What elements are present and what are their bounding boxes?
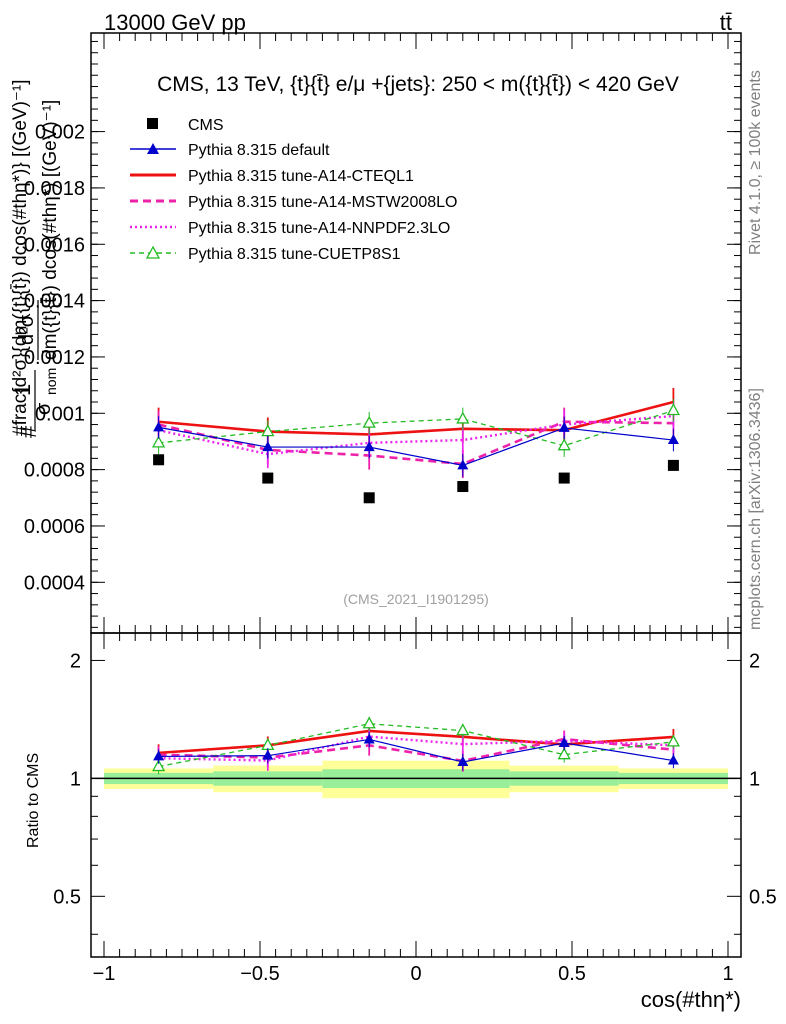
ratio-y-axis-label: Ratio to CMS — [25, 753, 42, 848]
ratio-series-marker — [457, 755, 469, 766]
series-line-0 — [158, 426, 674, 467]
ratio-tick-label: 0.5 — [53, 886, 81, 908]
y-axis-label: # 1 σ nom d²σ dm({t}{t̄}) dcos(#thη*) [(… — [10, 79, 61, 438]
series-line-3 — [158, 414, 674, 456]
series-marker — [456, 411, 470, 424]
cms-data-point — [262, 472, 274, 484]
energy-label: 13000 GeV pp — [104, 10, 246, 35]
chart-title: CMS, 13 TeV, {t}{t̄} e/μ +{jets}: 250 < … — [157, 73, 679, 96]
y-tick-label: 0.001 — [35, 403, 85, 425]
y-label-sigma: σ — [33, 402, 55, 415]
legend: CMS Pythia 8.315 default Pythia 8.315 tu… — [130, 117, 457, 263]
ratio-series-marker — [558, 736, 570, 747]
series-marker — [261, 424, 275, 437]
legend-entry-cms: CMS — [147, 117, 224, 134]
ratio-series-marker — [557, 747, 571, 760]
x-axis-ticks: −1 −0.5 0 0.5 1 — [93, 33, 734, 985]
process-label: tt̄ — [720, 10, 732, 35]
ratio-series-marker — [262, 749, 274, 760]
ratio-series-marker — [362, 716, 376, 729]
cms-data-point — [667, 459, 679, 471]
ratio-series-line-3 — [158, 735, 674, 762]
series-marker — [152, 435, 166, 448]
legend-entry-mstw: Pythia 8.315 tune-A14-MSTW2008LO — [130, 194, 457, 211]
y-label-d2sigma: d²σ — [16, 314, 38, 345]
analysis-watermark: (CMS_2021_I1901295) — [343, 591, 489, 607]
series-line-4 — [158, 409, 674, 447]
x-axis-label: cos(#thη*) — [641, 987, 741, 1012]
series-line-1 — [158, 400, 674, 436]
y-label-overlay: #frac{d²σ}{dm({t}{t̄}) dcos(#thη*)} [(Ge… — [10, 79, 31, 436]
ratio-tick-label-right: 2 — [749, 650, 760, 672]
cms-data-points — [153, 454, 679, 504]
series-marker — [558, 421, 570, 432]
ratio-series-line-1 — [158, 729, 674, 755]
ratio-series-marker — [153, 750, 165, 761]
y-tick-label: 0.0016 — [24, 234, 85, 256]
legend-label-nnpdf: Pythia 8.315 tune-A14-NNPDF2.3LO — [188, 220, 450, 237]
series-marker — [666, 403, 680, 416]
y-tick-label: 0.0012 — [24, 347, 85, 369]
y-tick-label: 0.0018 — [24, 178, 85, 200]
ratio-tick-label-right: 1 — [749, 768, 760, 790]
ratio-tick-label-right: 0.5 — [749, 886, 777, 908]
x-tick-label: 0.5 — [558, 963, 586, 985]
legend-label-default: Pythia 8.315 default — [188, 142, 330, 159]
y-tick-label: 0.0004 — [24, 572, 85, 594]
legend-label-cteql1: Pythia 8.315 tune-A14-CTEQL1 — [188, 168, 414, 185]
legend-entry-nnpdf: Pythia 8.315 tune-A14-NNPDF2.3LO — [130, 220, 450, 237]
series-marker — [457, 459, 469, 470]
cms-data-point — [153, 454, 165, 466]
y-label-dm: dm({t}{t̄}) dcos(#thη*) [(GeV)⁻¹] — [40, 100, 61, 360]
series-marker — [153, 421, 165, 432]
legend-marker-cuetp8s1 — [145, 245, 161, 259]
ratio-tick-label: 1 — [70, 768, 81, 790]
y-tick-label: 0.002 — [35, 122, 85, 144]
series-marker — [667, 434, 679, 445]
x-tick-label: −0.5 — [240, 963, 279, 985]
series-marker — [363, 441, 375, 452]
ratio-tick-label: 2 — [70, 650, 81, 672]
y-tick-label: 0.0006 — [24, 516, 85, 538]
main-y-axis-ticks: 0.0004 0.0006 0.0008 0.001 0.0012 0.0014 0.001… — [24, 40, 741, 628]
legend-entry-default: Pythia 8.315 default — [130, 142, 330, 159]
cms-data-point — [457, 481, 469, 493]
legend-label-cms: CMS — [188, 117, 224, 134]
ratio-series-marker — [667, 754, 679, 765]
ratio-uncertainty-bands — [104, 760, 728, 799]
legend-marker-default — [147, 143, 159, 154]
legend-entry-cuetp8s1: Pythia 8.315 tune-CUETP8S1 — [130, 245, 401, 263]
cms-data-point — [363, 492, 375, 504]
y-tick-label: 0.0008 — [24, 460, 85, 482]
legend-entry-cteql1: Pythia 8.315 tune-A14-CTEQL1 — [130, 168, 414, 185]
cms-data-point — [558, 472, 570, 484]
rivet-label: Rivet 4.1.0, ≥ 100k events — [747, 70, 764, 255]
ratio-plot-series — [152, 716, 680, 775]
series-marker — [262, 441, 274, 452]
ratio-series-line-2 — [158, 737, 674, 763]
ratio-series-marker — [666, 734, 680, 747]
main-plot-series — [152, 387, 680, 479]
legend-label-mstw: Pythia 8.315 tune-A14-MSTW2008LO — [188, 194, 457, 211]
y-label-nom: nom — [43, 368, 59, 395]
x-tick-label: 1 — [722, 963, 733, 985]
y-tick-label: 0.0014 — [24, 291, 85, 313]
ratio-series-marker — [456, 723, 470, 736]
series-marker — [362, 415, 376, 428]
series-line-2 — [158, 420, 674, 466]
x-tick-label: 0 — [410, 963, 421, 985]
legend-label-cuetp8s1: Pythia 8.315 tune-CUETP8S1 — [188, 246, 401, 263]
mcplots-label: mcplots.cern.ch [arXiv:1306.3436] — [747, 388, 764, 630]
ratio-series-line-4 — [158, 723, 674, 768]
ratio-series-marker — [363, 733, 375, 744]
series-marker — [557, 438, 571, 451]
x-tick-label: −1 — [93, 963, 116, 985]
ratio-series-marker — [152, 759, 166, 772]
y-label-one: 1 — [10, 384, 35, 396]
legend-marker-cms — [147, 118, 158, 129]
ratio-series-line-0 — [158, 738, 674, 763]
